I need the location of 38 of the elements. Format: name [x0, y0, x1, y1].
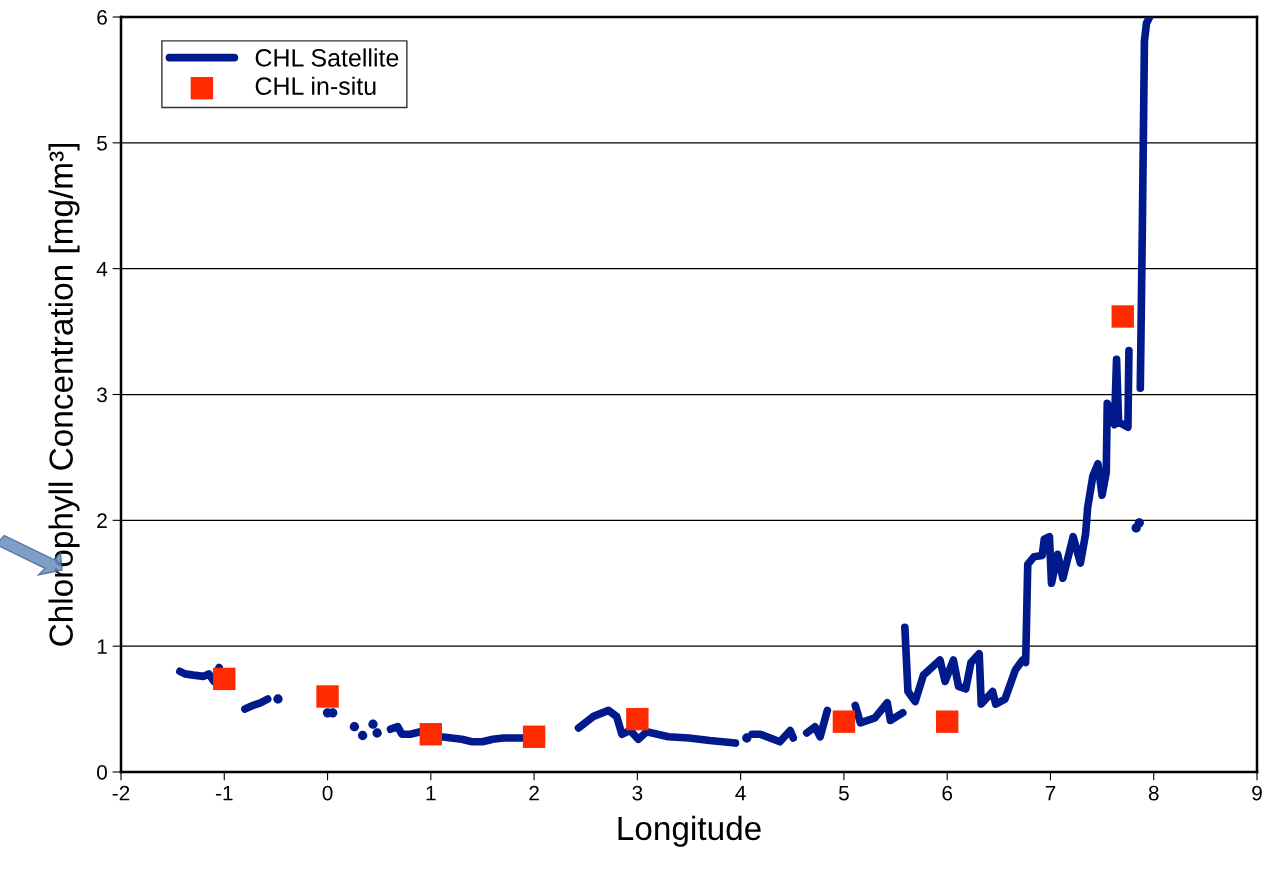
y-tick-label: 5 [97, 136, 107, 151]
x-tick-label: 1 [426, 785, 436, 801]
point [316, 685, 339, 708]
y-tick-label: 2 [97, 513, 107, 528]
point [368, 719, 378, 729]
point [1111, 305, 1134, 328]
point [935, 710, 959, 733]
x-tick-label: 8 [1148, 785, 1159, 801]
y-tick-label: 3 [97, 387, 107, 403]
point [273, 694, 283, 704]
x-tick-label: 5 [838, 785, 849, 801]
legend-label: CHL in-situ [255, 76, 376, 95]
point [349, 722, 360, 732]
point [358, 730, 368, 741]
y-tick-label: 1 [97, 639, 107, 654]
point [626, 707, 649, 731]
y-tick-label: 4 [96, 261, 108, 277]
x-tick-label: 7 [1045, 785, 1056, 801]
x-tick-label: -2 [112, 785, 130, 801]
x-tick-label: 0 [322, 785, 333, 801]
point [1134, 518, 1144, 528]
x-tick-label: 3 [632, 785, 643, 801]
x-tick-label: 9 [1252, 785, 1262, 801]
x-tick-label: 2 [529, 785, 539, 801]
point [522, 725, 546, 748]
y-tick-label: 6 [97, 10, 107, 25]
x-axis-title: Longitude [618, 815, 761, 847]
x-tick-label: 6 [942, 785, 953, 801]
x-tick-label: 4 [735, 785, 746, 801]
x-tick-label: -1 [215, 785, 233, 801]
y-axis-title: Chlorophyll Concentration [mg/m³] [48, 143, 80, 646]
point [372, 728, 382, 738]
legend-label: CHL Satellite [255, 48, 399, 67]
point [742, 733, 752, 743]
point [832, 710, 856, 733]
y-tick-label: 0 [97, 765, 107, 780]
point [213, 667, 236, 691]
point [419, 723, 443, 746]
